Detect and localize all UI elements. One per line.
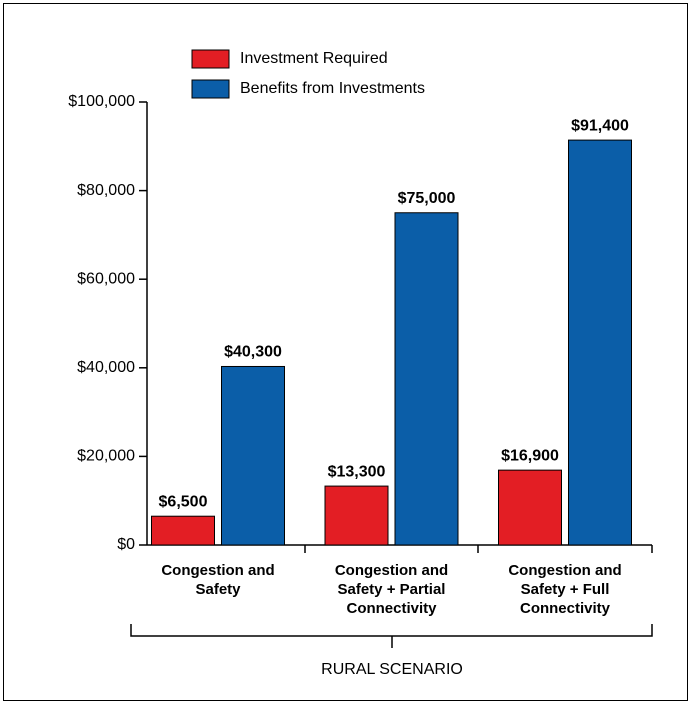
value-label: $75,000	[398, 190, 456, 207]
bar	[324, 485, 389, 546]
scenario-bracket	[130, 624, 653, 648]
value-label: $16,900	[501, 447, 559, 464]
value-label: $6,500	[159, 493, 208, 510]
y-tick-label: $40,000	[77, 359, 135, 376]
bar	[568, 139, 632, 546]
bar	[394, 212, 459, 546]
x-tick-label: Congestion and Safety + Full Connectivit…	[508, 562, 622, 617]
y-tick-label: $20,000	[77, 448, 135, 465]
bar	[221, 365, 285, 546]
value-label: $13,300	[328, 463, 386, 480]
frame	[3, 3, 688, 701]
y-tick-label: $60,000	[77, 270, 135, 287]
x-tick-label: Congestion and Safety	[161, 562, 275, 598]
x-tick-label: Congestion and Safety + Partial Connecti…	[334, 562, 449, 617]
legend-swatch	[191, 79, 230, 99]
legend-swatch	[191, 49, 230, 69]
legend-label: Investment Required	[240, 50, 388, 67]
scenario-label: RURAL SCENARIO	[321, 661, 463, 678]
value-label: $91,400	[571, 117, 629, 134]
legend-label: Benefits from Investments	[240, 80, 425, 97]
y-tick-label: $80,000	[77, 182, 135, 199]
y-tick-label: $0	[117, 536, 135, 553]
bar	[151, 515, 215, 546]
value-label: $40,300	[224, 344, 282, 361]
y-tick-label: $100,000	[68, 93, 135, 110]
bar	[498, 469, 562, 546]
